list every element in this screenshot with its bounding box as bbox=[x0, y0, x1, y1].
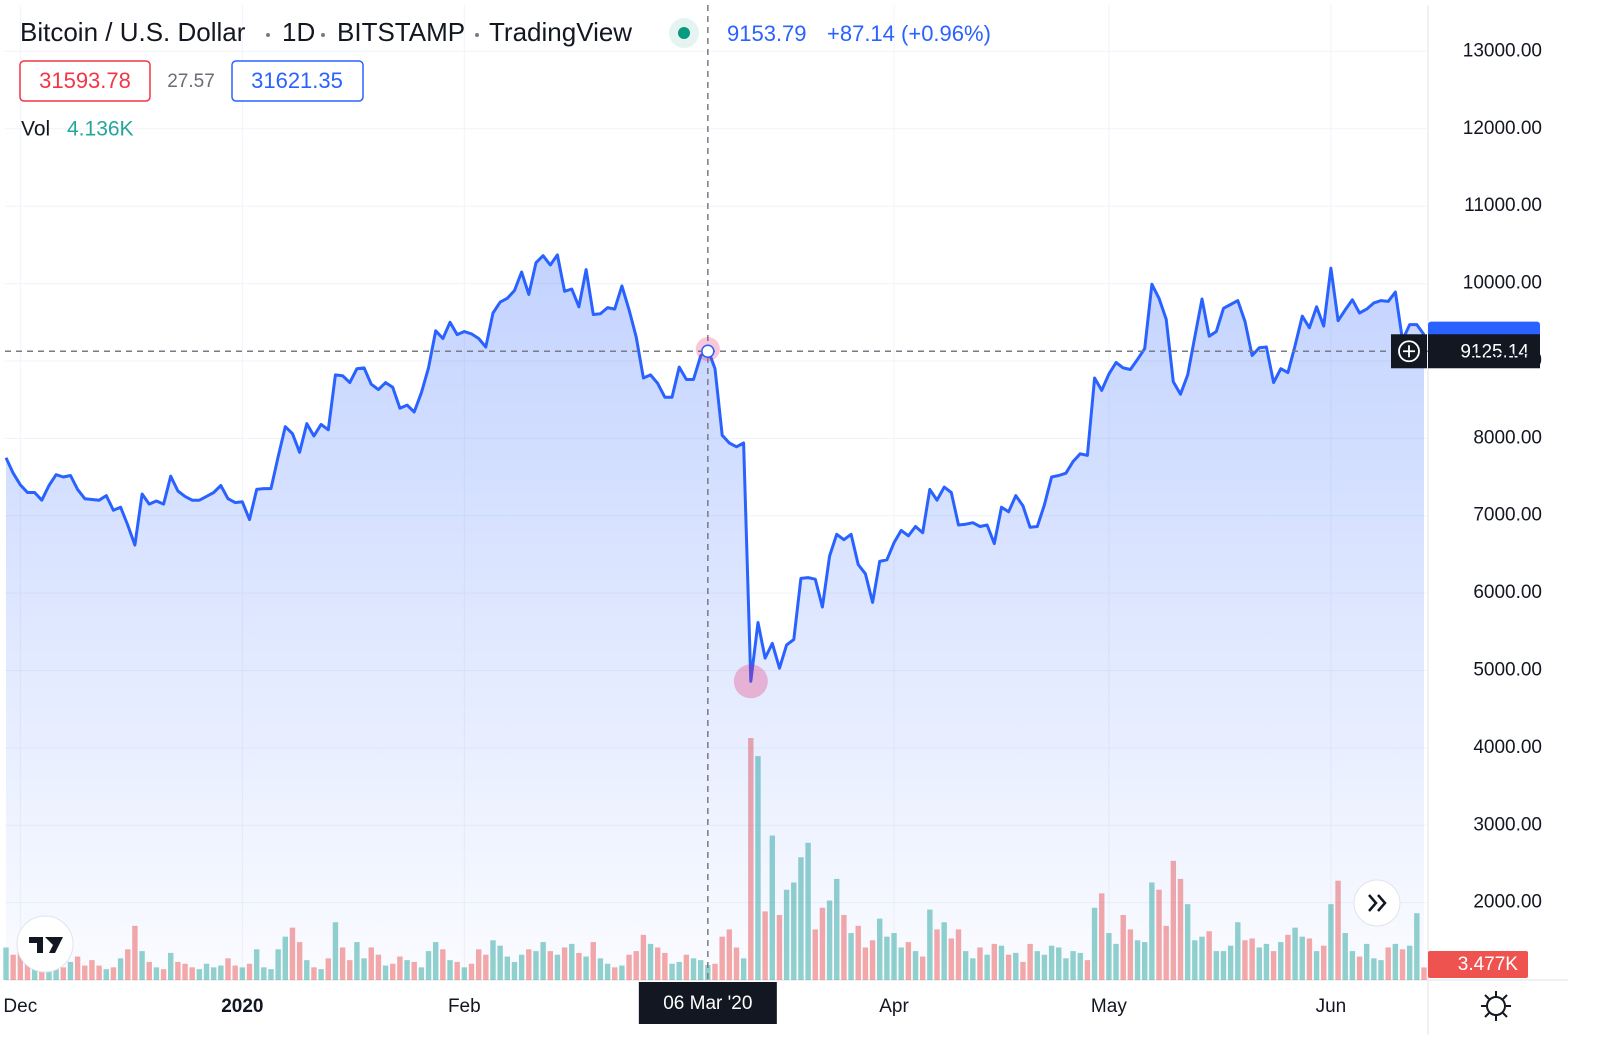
price-line bbox=[4, 253, 1426, 683]
settings-button[interactable] bbox=[1486, 996, 1506, 1016]
add-alert-icon bbox=[1403, 345, 1415, 358]
crosshair-x-label: 06 Mar '20 bbox=[663, 993, 752, 1014]
y-tick-label: 12000.00 bbox=[1463, 118, 1542, 139]
separator bbox=[321, 33, 325, 37]
x-tick-label: Feb bbox=[448, 996, 481, 1017]
area-fill bbox=[6, 254, 1424, 980]
y-tick-label: 2000.00 bbox=[1473, 892, 1542, 913]
separator bbox=[266, 33, 270, 37]
status-dot bbox=[678, 27, 690, 39]
volume-legend-name: Vol bbox=[21, 118, 50, 141]
exchange: BITSTAMP bbox=[337, 17, 465, 47]
crosshair-x-tag bbox=[638, 982, 777, 1024]
crosshair-y-tag bbox=[1428, 334, 1540, 369]
source: TradingView bbox=[489, 17, 632, 47]
x-tick-label: Dec bbox=[3, 996, 37, 1017]
volume-legend-value: 4.136K bbox=[67, 118, 134, 141]
volume-tag bbox=[1428, 951, 1528, 978]
bid: 31593.78 bbox=[39, 68, 131, 93]
separator bbox=[475, 33, 479, 37]
price-change: +87.14 (+0.96%) bbox=[827, 21, 991, 46]
logo-icon bbox=[29, 937, 63, 953]
volume-tag-label: 3.477K bbox=[1458, 954, 1519, 975]
logo-button[interactable] bbox=[16, 915, 74, 973]
last-price: 9153.79 bbox=[727, 21, 807, 46]
interval[interactable]: 1D bbox=[282, 17, 315, 47]
ask: 31621.35 bbox=[251, 68, 343, 93]
y-tick-label: 5000.00 bbox=[1473, 659, 1542, 680]
chart-title: Bitcoin / U.S. Dollar bbox=[20, 17, 246, 47]
y-tick-label: 8000.00 bbox=[1473, 427, 1542, 448]
y-tick-label: 3000.00 bbox=[1473, 814, 1542, 835]
crosshair-center bbox=[701, 344, 715, 359]
y-tick-label: 11000.00 bbox=[1464, 195, 1542, 216]
x-tick-label: Apr bbox=[879, 996, 909, 1017]
x-tick-label: Jun bbox=[1316, 996, 1347, 1017]
add-alert-icon bbox=[1398, 340, 1420, 363]
ask-box[interactable] bbox=[231, 60, 364, 102]
y-tick-label: 9000.00 bbox=[1473, 350, 1542, 371]
y-tick-label: 4000.00 bbox=[1473, 737, 1542, 758]
y-tick-label: 13000.00 bbox=[1463, 40, 1542, 61]
y-tick-label: 10000.00 bbox=[1463, 273, 1542, 294]
x-tick-label: May bbox=[1091, 996, 1127, 1017]
settings-icon bbox=[1481, 991, 1511, 1021]
scroll-icon bbox=[1368, 894, 1387, 912]
low-point-marker bbox=[733, 664, 768, 699]
y-tick-label: 7000.00 bbox=[1473, 505, 1542, 526]
crosshair-y-label: 9125.14 bbox=[1460, 341, 1529, 362]
x-tick-label: 2020 bbox=[221, 996, 263, 1017]
bid-box[interactable] bbox=[19, 60, 151, 102]
spread: 27.57 bbox=[167, 71, 215, 92]
y-tick-label: 6000.00 bbox=[1473, 582, 1542, 603]
